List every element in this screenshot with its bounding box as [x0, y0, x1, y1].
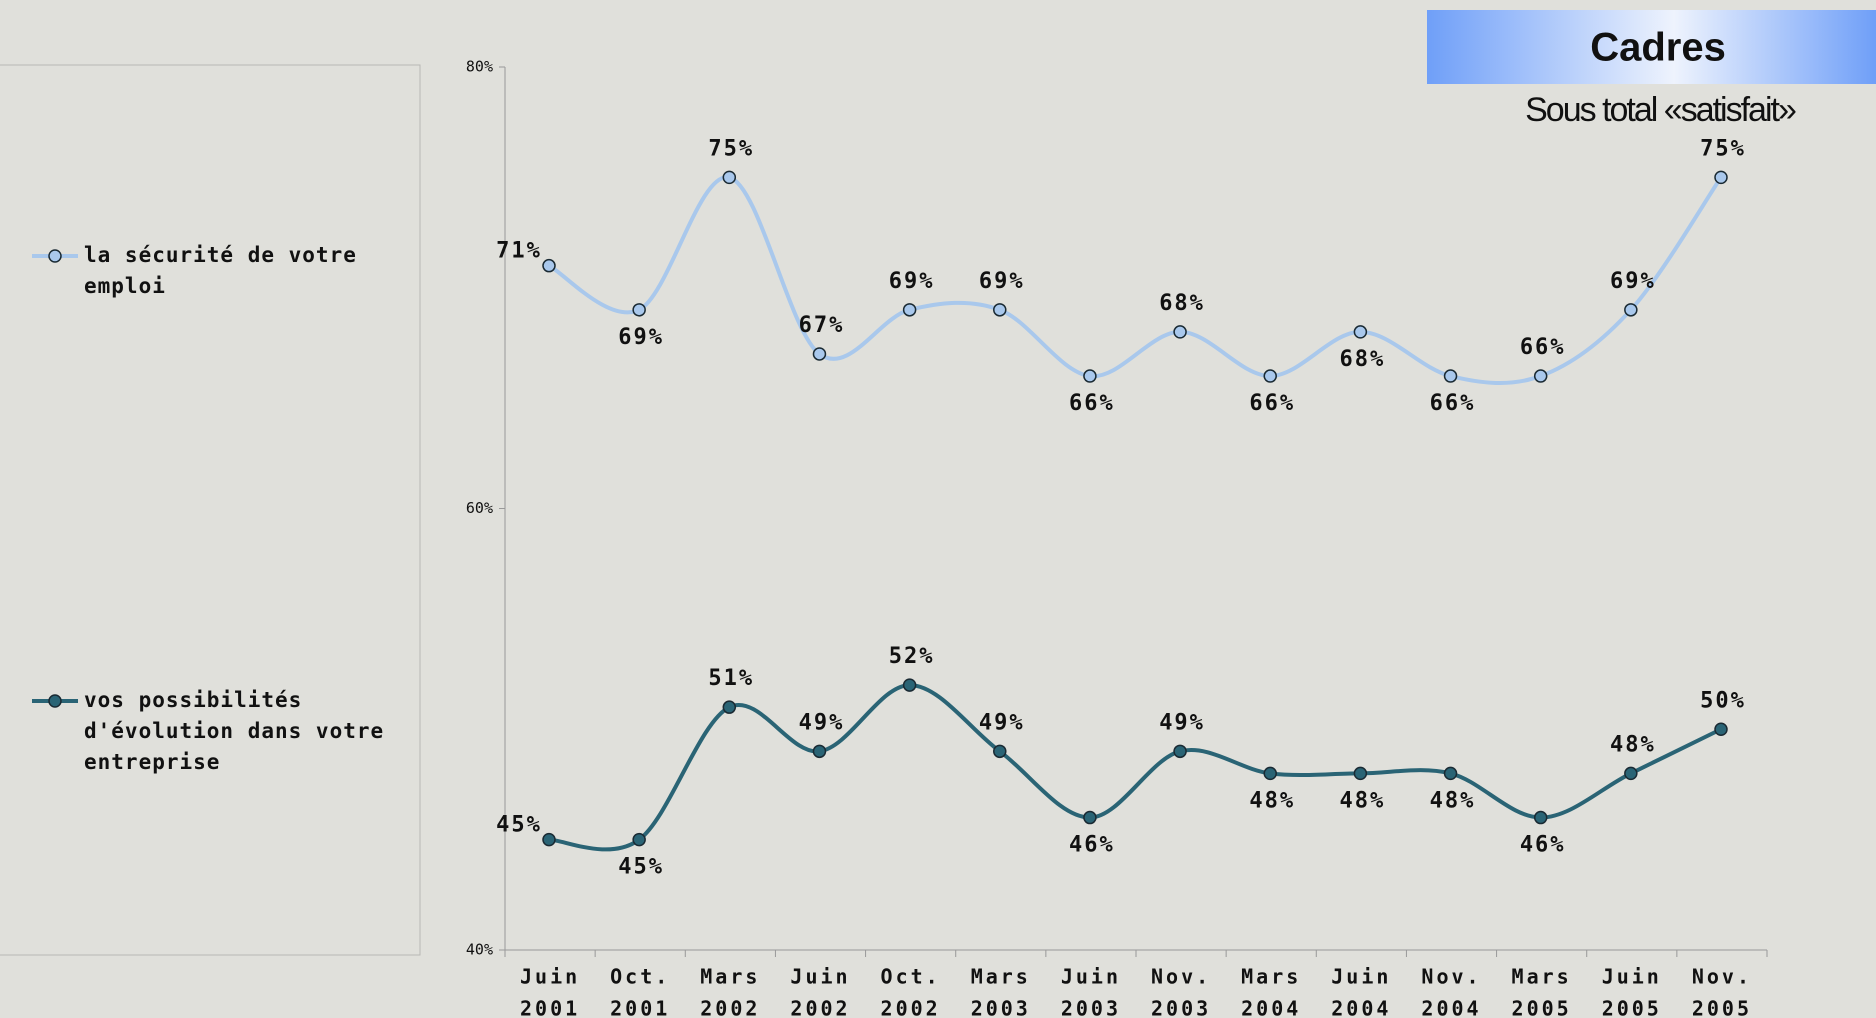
data-label: 68%	[1340, 347, 1386, 372]
data-point	[812, 744, 827, 759]
data-label: 48%	[1249, 788, 1295, 813]
x-tick-label: Mars	[1241, 965, 1301, 989]
data-point	[812, 347, 827, 361]
data-point	[1173, 325, 1187, 339]
data-label: 68%	[1159, 291, 1205, 316]
data-point	[722, 170, 737, 185]
data-label: 69%	[618, 325, 664, 350]
x-tick-label: 2004	[1421, 997, 1481, 1018]
data-label: 69%	[1610, 269, 1656, 294]
x-tick-label: Juin	[1602, 965, 1662, 989]
data-label: 50%	[1700, 688, 1746, 713]
data-point	[1624, 303, 1638, 317]
legend-marker	[48, 694, 62, 708]
data-label: 71%	[496, 239, 542, 264]
data-point	[1263, 369, 1277, 383]
data-point	[1714, 722, 1728, 736]
data-point	[632, 303, 646, 317]
data-point	[902, 303, 917, 317]
x-tick-label: 2005	[1512, 997, 1572, 1018]
data-point	[542, 258, 556, 273]
data-point	[1533, 810, 1548, 825]
data-label: 66%	[1069, 391, 1115, 416]
x-tick-label: 2002	[700, 997, 760, 1018]
data-label: 46%	[1069, 833, 1115, 858]
data-point	[1263, 766, 1277, 781]
data-point	[902, 678, 917, 692]
chart-title: Cadres	[1590, 26, 1726, 70]
data-label: 69%	[889, 269, 935, 294]
data-label: 48%	[1430, 788, 1476, 813]
x-tick-label: 2002	[790, 997, 850, 1018]
x-tick-label: Mars	[1512, 965, 1572, 989]
data-label: 66%	[1520, 335, 1566, 360]
x-tick-label: 2003	[1061, 997, 1121, 1018]
data-point	[1083, 369, 1097, 383]
x-tick-label: 2002	[881, 997, 941, 1018]
data-point	[1714, 170, 1728, 185]
x-tick-label: 2005	[1692, 997, 1752, 1018]
x-tick-label: Oct.	[610, 965, 670, 989]
x-tick-label: 2005	[1602, 997, 1662, 1018]
x-tick-label: 2004	[1331, 997, 1391, 1018]
data-label: 46%	[1520, 833, 1566, 858]
data-point	[542, 832, 556, 847]
data-label: 49%	[1159, 710, 1205, 735]
data-point	[632, 832, 646, 847]
x-tick-label: Juin	[1331, 965, 1391, 989]
legend-label: vos possibilités d'évolution dans votre …	[84, 688, 385, 774]
data-point	[1443, 766, 1458, 781]
data-point	[1443, 369, 1458, 383]
data-label: 45%	[618, 855, 664, 880]
data-point	[1173, 744, 1187, 759]
x-tick-label: 2004	[1241, 997, 1301, 1018]
y-tick-label: 40%	[466, 941, 493, 959]
legend-marker	[48, 249, 62, 263]
x-tick-label: Mars	[700, 965, 760, 989]
data-label: 49%	[979, 710, 1025, 735]
data-label: 48%	[1610, 732, 1656, 757]
x-tick-label: 2003	[1151, 997, 1211, 1018]
data-label: 51%	[708, 666, 754, 691]
x-tick-label: Juin	[520, 965, 580, 989]
x-tick-label: Nov.	[1692, 965, 1752, 989]
x-tick-label: 2003	[971, 997, 1031, 1018]
x-tick-label: Nov.	[1421, 965, 1481, 989]
chart-subtitle: Sous total «satisfait»	[1525, 91, 1796, 129]
data-point	[1353, 325, 1368, 339]
data-label: 69%	[979, 269, 1025, 294]
x-tick-label: Mars	[971, 965, 1031, 989]
x-tick-label: Nov.	[1151, 965, 1211, 989]
x-tick-label: Juin	[790, 965, 850, 989]
data-label: 48%	[1340, 788, 1386, 813]
data-label: 75%	[708, 136, 754, 161]
data-label: 52%	[889, 644, 935, 669]
legend-label: la sécurité de votre emploi	[84, 243, 357, 298]
data-point	[1083, 810, 1097, 825]
data-point	[722, 700, 737, 714]
data-point	[1353, 766, 1368, 781]
legend-entry: la sécurité de votre emploi	[84, 243, 357, 298]
data-label: 75%	[1700, 136, 1746, 161]
legend-box	[0, 64, 421, 956]
x-tick-label: 2001	[520, 997, 580, 1018]
x-tick-label: Oct.	[881, 965, 941, 989]
data-label: 66%	[1249, 391, 1295, 416]
data-label: 67%	[799, 313, 845, 338]
data-point	[993, 303, 1007, 317]
data-point	[993, 744, 1007, 759]
y-tick-label: 80%	[466, 58, 493, 76]
title-box	[1427, 10, 1876, 84]
data-label: 45%	[496, 813, 542, 838]
y-tick-label: 60%	[466, 499, 493, 517]
data-label: 66%	[1430, 391, 1476, 416]
x-tick-label: Juin	[1061, 965, 1121, 989]
x-tick-label: 2001	[610, 997, 670, 1018]
data-point	[1533, 369, 1548, 383]
data-label: 49%	[799, 710, 845, 735]
data-point	[1624, 766, 1638, 781]
legend-entry: vos possibilités d'évolution dans votre …	[84, 688, 385, 774]
